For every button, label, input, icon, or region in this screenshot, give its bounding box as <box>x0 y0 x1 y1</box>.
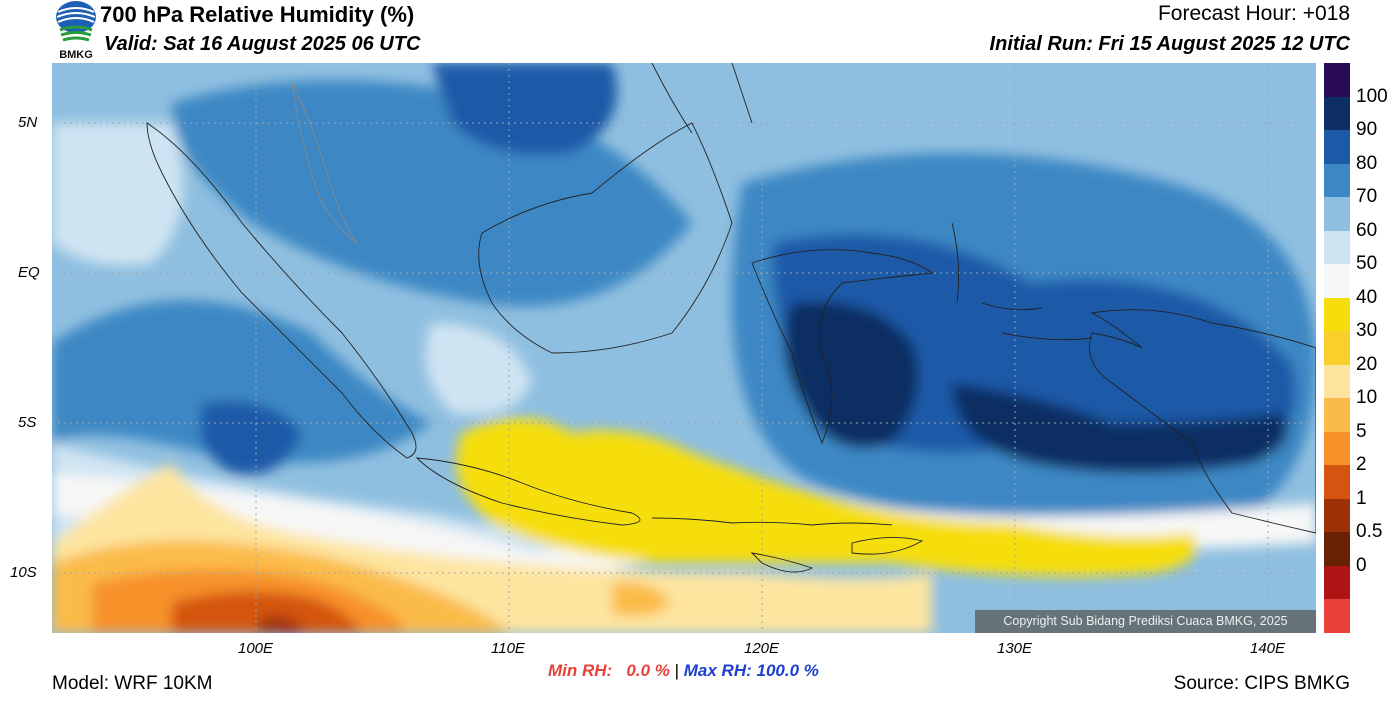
max-rh-value: 100.0 % <box>756 661 819 680</box>
min-rh-value: 0.0 % <box>626 661 670 680</box>
coastlines <box>146 62 1317 573</box>
max-rh-label: Max RH: <box>683 661 752 680</box>
colorbar-segment <box>1324 331 1350 366</box>
map-title: 700 hPa Relative Humidity (%) <box>100 2 415 27</box>
colorbar-segment <box>1324 96 1350 131</box>
colorbar-segment <box>1324 230 1350 265</box>
lat-label-10s: 10S <box>10 564 37 581</box>
colorbar-label: 0.5 <box>1356 521 1383 543</box>
colorbar-label: 90 <box>1356 119 1378 141</box>
bmkg-logo: BMKG <box>52 0 100 61</box>
initial-run: Initial Run: Fri 15 August 2025 12 UTC <box>989 33 1350 55</box>
colorbar-segment <box>1324 264 1350 299</box>
colorbar-segment <box>1324 465 1350 500</box>
colorbar-label: 1 <box>1356 487 1367 509</box>
colorbar-label: 40 <box>1356 286 1378 308</box>
min-max-readout: Min RH: 0.0 % | Max RH: 100.0 % <box>548 661 819 681</box>
colorbar-label: 0 <box>1356 554 1367 576</box>
logo-text: BMKG <box>59 49 93 60</box>
source-label: Source: CIPS BMKG <box>1173 673 1350 694</box>
colorbar-label: 100 <box>1356 85 1388 107</box>
colorbar-label: 5 <box>1356 420 1367 442</box>
lat-label-5s: 5S <box>18 414 37 431</box>
colorbar-segment <box>1324 130 1350 165</box>
colorbar-segment <box>1324 599 1350 634</box>
colorbar-segment <box>1324 163 1350 198</box>
lon-label-130e: 130E <box>997 640 1033 657</box>
colorbar-segment <box>1324 431 1350 466</box>
valid-time: Valid: Sat 16 August 2025 06 UTC <box>104 33 421 55</box>
lat-label-5n: 5N <box>18 114 38 131</box>
colorbar-segment <box>1324 63 1350 98</box>
forecast-hour: Forecast Hour: +018 <box>1157 2 1350 25</box>
colorbar-label: 80 <box>1356 152 1378 174</box>
map-gridlines <box>52 63 1316 633</box>
lat-label-eq: EQ <box>18 264 40 281</box>
colorbar-label: 20 <box>1356 353 1378 375</box>
humidity-map <box>52 62 1317 633</box>
min-rh-label: Min RH: <box>548 661 613 680</box>
colorbar-segment <box>1324 398 1350 433</box>
colorbar <box>1324 63 1350 634</box>
lon-label-140e: 140E <box>1250 640 1286 657</box>
colorbar-segment <box>1324 498 1350 533</box>
colorbar-label: 50 <box>1356 253 1378 275</box>
colorbar-segment <box>1324 297 1350 332</box>
colorbar-label: 30 <box>1356 320 1378 342</box>
colorbar-segment <box>1324 197 1350 232</box>
lon-label-100e: 100E <box>238 640 274 657</box>
colorbar-segment <box>1324 565 1350 600</box>
colorbar-segment <box>1324 532 1350 567</box>
min-max-separator: | <box>674 661 680 680</box>
colorbar-label: 2 <box>1356 454 1367 476</box>
lon-label-110e: 110E <box>491 640 525 657</box>
copyright-notice: Copyright Sub Bidang Prediksi Cuaca BMKG… <box>975 610 1316 633</box>
colorbar-label: 60 <box>1356 219 1378 241</box>
colorbar-label: 10 <box>1356 387 1378 409</box>
colorbar-label: 70 <box>1356 186 1378 208</box>
lon-label-120e: 120E <box>744 640 780 657</box>
model-label: Model: WRF 10KM <box>52 673 213 694</box>
colorbar-segment <box>1324 364 1350 399</box>
